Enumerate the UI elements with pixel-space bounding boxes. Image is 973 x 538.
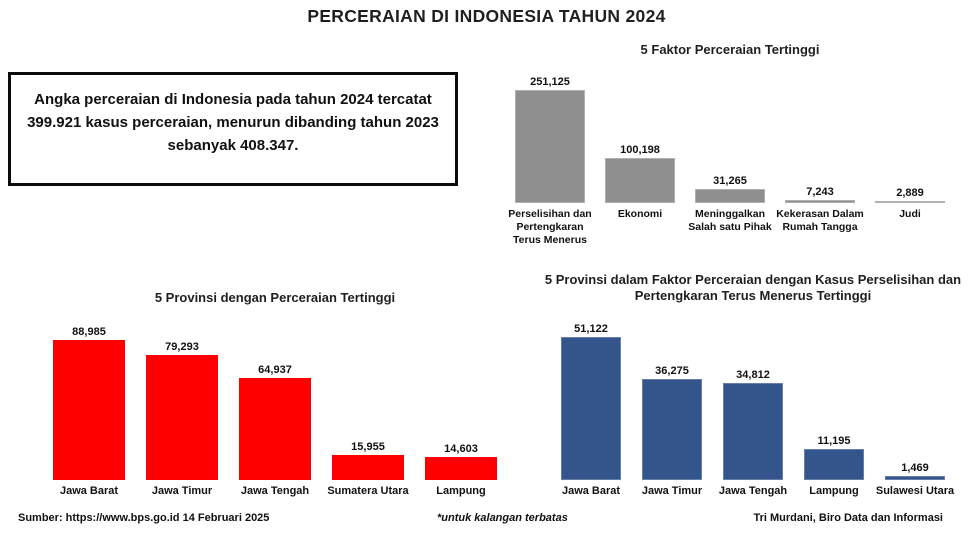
credit-text: Tri Murdani, Biro Data dan Informasi bbox=[753, 512, 943, 524]
bar-column: 15,955 bbox=[322, 322, 415, 480]
category-label: Sumatera Utara bbox=[327, 485, 409, 497]
category-label: Lampung bbox=[809, 485, 859, 497]
bar-value-label: 88,985 bbox=[72, 326, 106, 338]
bar-column: 1,469 bbox=[875, 319, 956, 480]
category-label: Lampung bbox=[436, 485, 486, 497]
bar bbox=[885, 476, 945, 480]
bar-value-label: 251,125 bbox=[530, 76, 570, 88]
bar-column: 2,889 bbox=[865, 70, 955, 203]
bar-plot: 51,122 36,275 34,812 11,195 1,469 bbox=[528, 319, 973, 480]
summary-text: Angka perceraian di Indonesia pada tahun… bbox=[27, 91, 439, 154]
chart-top-provinces: 5 Provinsi dengan Perceraian Tertinggi 8… bbox=[40, 290, 510, 498]
category-label: Jawa Barat bbox=[561, 485, 621, 497]
bar-value-label: 34,812 bbox=[736, 369, 770, 381]
bar-column: 31,265 bbox=[685, 70, 775, 203]
footnote-text: *untuk kalangan terbatas bbox=[437, 512, 568, 524]
bar bbox=[875, 201, 945, 203]
bar bbox=[146, 355, 218, 480]
bar bbox=[605, 158, 675, 203]
bar-column: 14,603 bbox=[415, 322, 508, 480]
bar-column: 88,985 bbox=[43, 322, 136, 480]
bar bbox=[561, 337, 621, 480]
source-text: Sumber: https://www.bps.go.id 14 Februar… bbox=[18, 512, 270, 524]
bar-value-label: 51,122 bbox=[574, 323, 608, 335]
page-title: PERCERAIAN DI INDONESIA TAHUN 2024 bbox=[307, 6, 666, 26]
bar-column: 11,195 bbox=[794, 319, 875, 480]
bar-value-label: 79,293 bbox=[165, 341, 199, 353]
bar-column: 79,293 bbox=[136, 322, 229, 480]
bar bbox=[723, 383, 783, 480]
category-labels: Jawa Barat Jawa Timur Jawa Tengah Sumatera … bbox=[40, 485, 510, 498]
summary-box: Angka perceraian di Indonesia pada tahun… bbox=[8, 72, 458, 186]
bar-value-label: 31,265 bbox=[713, 175, 747, 187]
bar bbox=[695, 189, 765, 203]
category-label: Jawa Timur bbox=[151, 485, 213, 497]
bar-column: 64,937 bbox=[229, 322, 322, 480]
bar bbox=[332, 455, 404, 480]
bar-value-label: 100,198 bbox=[620, 144, 660, 156]
bar-value-label: 15,955 bbox=[351, 441, 385, 453]
chart-divorce-factors: 5 Faktor Perceraian Tertinggi 251,125 100… bbox=[500, 42, 960, 247]
chart-title: 5 Faktor Perceraian Tertinggi bbox=[640, 42, 820, 57]
bar-value-label: 1,469 bbox=[901, 462, 929, 474]
category-label: Jawa Timur bbox=[641, 485, 703, 497]
bar-column: 100,198 bbox=[595, 70, 685, 203]
bar-column: 251,125 bbox=[505, 70, 595, 203]
bar bbox=[515, 90, 585, 203]
category-labels: Perselisihan dan Pertengkaran Terus Mene… bbox=[500, 208, 960, 247]
bar-column: 51,122 bbox=[551, 319, 632, 480]
bar-value-label: 2,889 bbox=[896, 187, 924, 199]
bar-column: 7,243 bbox=[775, 70, 865, 203]
category-label: Jawa Tengah bbox=[240, 485, 310, 497]
bar bbox=[53, 340, 125, 480]
category-labels: Jawa Barat Jawa Timur Jawa Tengah Lampung Su… bbox=[528, 485, 973, 498]
category-label: Perselisihan dan Pertengkaran Terus Mene… bbox=[508, 208, 592, 246]
bar-plot: 251,125 100,198 31,265 7,243 2,889 bbox=[500, 70, 960, 203]
bar bbox=[785, 200, 855, 203]
chart-provinces-by-factor: 5 Provinsi dalam Faktor Perceraian denga… bbox=[528, 272, 973, 498]
chart-title: 5 Provinsi dalam Faktor Perceraian denga… bbox=[544, 272, 962, 303]
bar-plot: 88,985 79,293 64,937 15,955 14,603 bbox=[40, 322, 510, 480]
category-label: Jawa Barat bbox=[59, 485, 119, 497]
bar bbox=[425, 457, 497, 480]
bar bbox=[239, 378, 311, 480]
bar-value-label: 64,937 bbox=[258, 364, 292, 376]
bar-value-label: 14,603 bbox=[444, 443, 478, 455]
category-label: Kekerasan Dalam Rumah Tangga bbox=[776, 208, 864, 233]
bar-value-label: 11,195 bbox=[817, 435, 851, 447]
bar bbox=[642, 379, 702, 480]
bar-column: 34,812 bbox=[713, 319, 794, 480]
bar-value-label: 36,275 bbox=[655, 365, 689, 377]
bar-column: 36,275 bbox=[632, 319, 713, 480]
category-label: Sulawesi Utara bbox=[875, 485, 955, 497]
category-label: Meninggalkan Salah satu Pihak bbox=[688, 208, 772, 233]
chart-title: 5 Provinsi dengan Perceraian Tertinggi bbox=[154, 290, 396, 305]
category-label: Judi bbox=[899, 208, 921, 220]
category-label: Jawa Tengah bbox=[718, 485, 788, 497]
bar-value-label: 7,243 bbox=[806, 186, 834, 198]
category-label: Ekonomi bbox=[617, 208, 663, 220]
bar bbox=[804, 449, 864, 480]
